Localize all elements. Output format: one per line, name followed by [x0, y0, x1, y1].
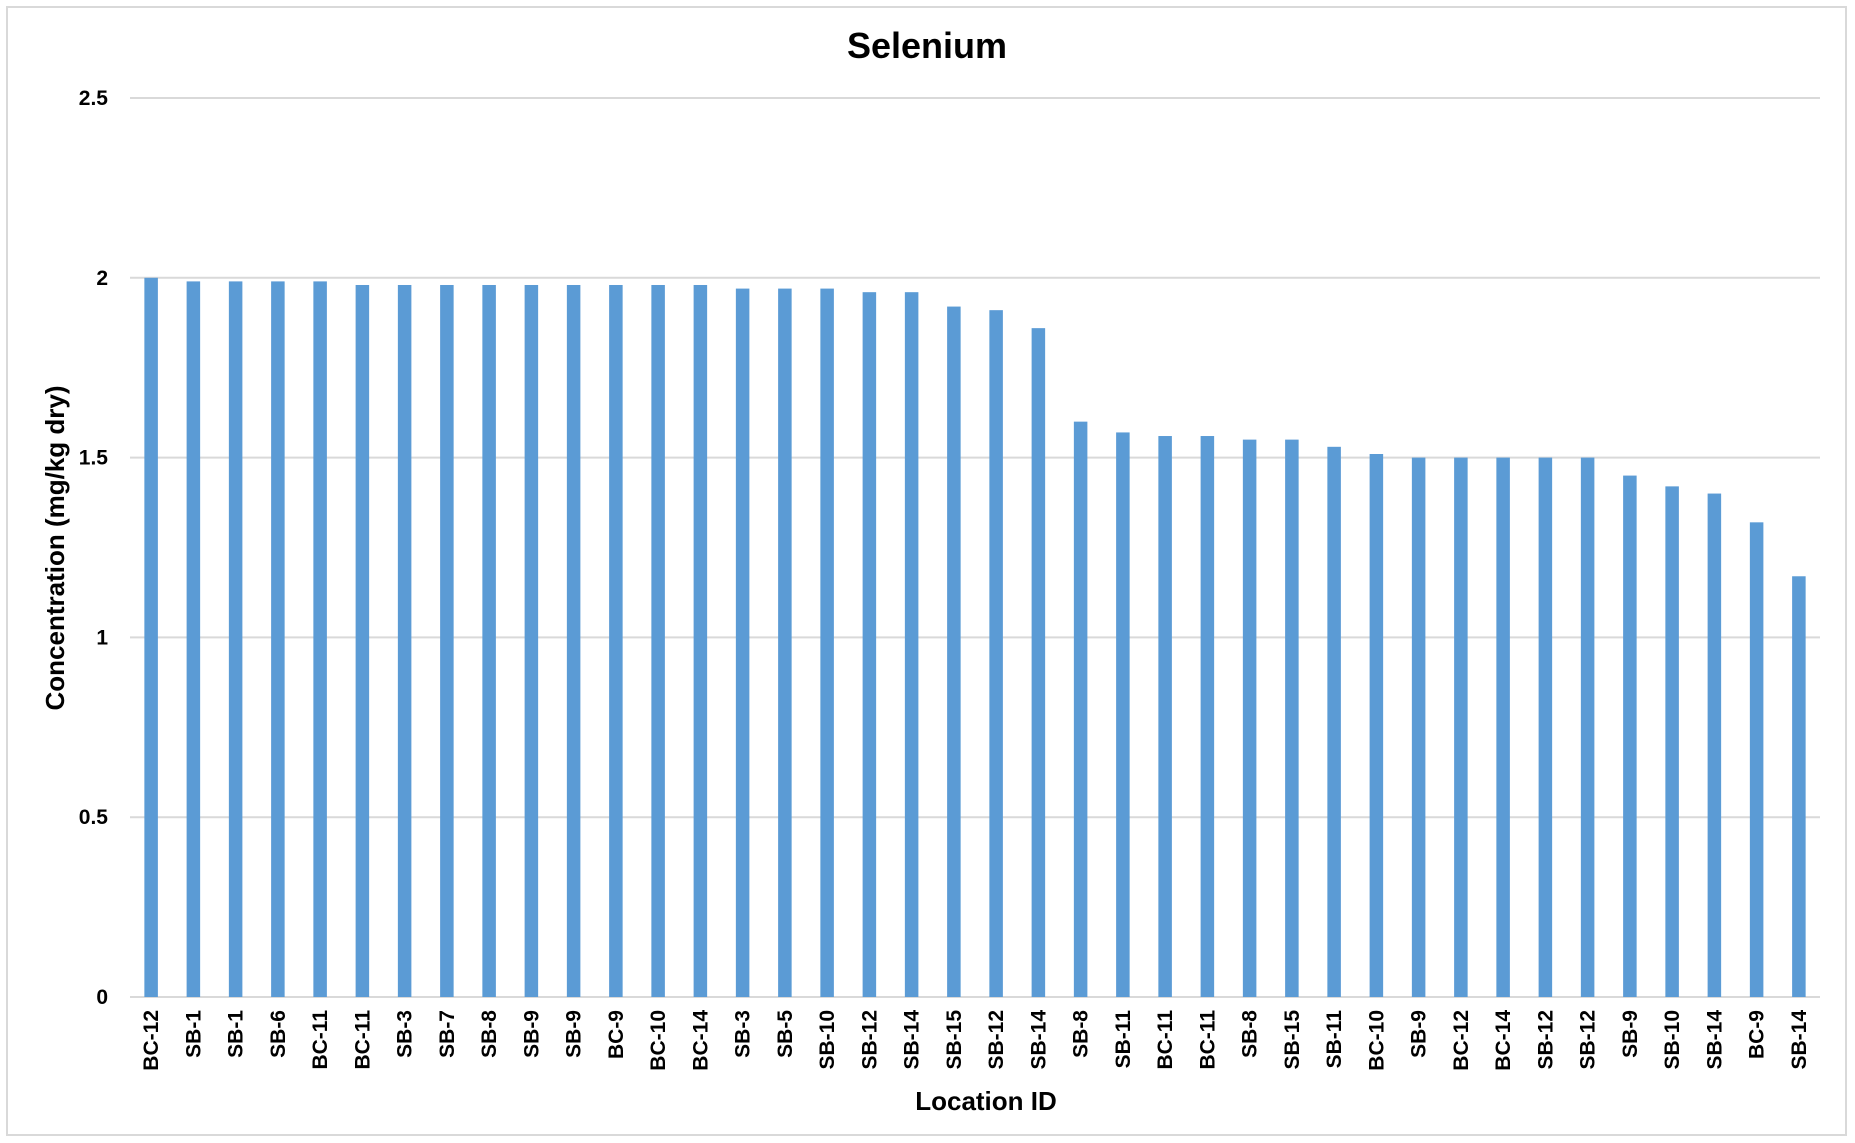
y-tick-label: 2.5 [79, 87, 109, 110]
bar [989, 310, 1003, 997]
x-tick-label: SB-14 [901, 1010, 924, 1070]
x-tick-label: SB-12 [858, 1010, 881, 1070]
x-tick-label: SB-8 [1239, 1010, 1262, 1058]
bar [1496, 457, 1510, 998]
bar [228, 281, 243, 997]
x-tick-label: BC-14 [689, 1010, 712, 1071]
bar [1242, 439, 1257, 997]
x-tick-label: SB-9 [520, 1010, 543, 1058]
bar [1623, 475, 1637, 998]
x-tick-label: SB-3 [394, 1010, 417, 1058]
x-tick-label: SB-11 [1112, 1010, 1135, 1069]
bar [693, 284, 708, 997]
x-tick-label: BC-11 [351, 1010, 374, 1070]
x-tick-label: BC-9 [605, 1010, 628, 1059]
bar [820, 288, 834, 997]
y-axis-ticks: 0 0.5 1 1.5 2 2.5 [79, 87, 109, 1009]
y-tick-label: 0.5 [79, 806, 109, 829]
y-tick-label: 2 [96, 267, 108, 290]
y-tick-label: 1 [96, 626, 108, 649]
x-tick-label: SB-15 [943, 1010, 966, 1070]
x-tick-label: SB-8 [478, 1010, 501, 1058]
x-tick-label: BC-10 [1365, 1010, 1388, 1071]
bar [735, 288, 750, 997]
x-tick-label: SB-9 [563, 1010, 586, 1058]
x-tick-label: BC-12 [140, 1010, 163, 1071]
chart-title: Selenium [847, 25, 1007, 66]
x-tick-label: SB-14 [1703, 1010, 1726, 1070]
bar [904, 292, 919, 998]
x-axis-title: Location ID [915, 1086, 1057, 1116]
x-tick-label: BC-10 [647, 1010, 670, 1071]
bar [1031, 328, 1046, 997]
bar [1749, 522, 1764, 997]
x-tick-label: SB-12 [985, 1010, 1008, 1070]
y-tick-label: 1.5 [79, 447, 109, 470]
bar [1454, 457, 1468, 998]
y-tick-label: 0 [96, 986, 108, 1009]
x-tick-label: SB-3 [732, 1010, 755, 1058]
x-tick-label: SB-11 [1323, 1010, 1346, 1069]
x-tick-label: SB-9 [1619, 1010, 1642, 1058]
bar [609, 284, 623, 997]
x-tick-label: SB-14 [1788, 1010, 1811, 1070]
x-tick-label: SB-15 [1281, 1010, 1304, 1070]
gridlines [130, 97, 1820, 998]
bar [1200, 436, 1215, 997]
bars [144, 277, 1806, 998]
x-tick-label: BC-11 [309, 1010, 332, 1070]
bar [1158, 436, 1172, 997]
bar [778, 288, 792, 997]
bar [1116, 432, 1130, 998]
bar [440, 284, 454, 997]
x-tick-label: BC-14 [1492, 1010, 1515, 1071]
x-tick-label: SB-8 [1070, 1010, 1093, 1058]
y-axis-title: Concentration (mg/kg dry) [40, 385, 70, 710]
bar [1073, 421, 1088, 997]
bar [144, 277, 158, 997]
bar [397, 284, 412, 997]
bar [355, 284, 370, 997]
x-tick-label: BC-11 [1196, 1010, 1219, 1070]
bar [1538, 457, 1553, 998]
bar [1792, 576, 1806, 997]
x-tick-label: SB-7 [436, 1010, 459, 1058]
x-tick-label: SB-10 [816, 1010, 839, 1070]
x-tick-label: SB-5 [774, 1010, 797, 1058]
bar [1580, 457, 1595, 998]
bar [1707, 493, 1722, 997]
bar [1411, 457, 1426, 998]
x-tick-label: SB-6 [267, 1010, 290, 1058]
bar [271, 281, 285, 997]
x-tick-label: SB-1 [225, 1010, 248, 1058]
x-tick-label: SB-1 [182, 1010, 205, 1058]
bar [1327, 446, 1341, 997]
x-tick-label: SB-12 [1577, 1010, 1600, 1070]
x-tick-label: BC-9 [1746, 1010, 1769, 1059]
bar [524, 284, 539, 997]
bar [186, 281, 201, 997]
bar [1285, 439, 1299, 997]
bar [566, 284, 581, 997]
bar [947, 306, 961, 997]
bar [482, 284, 496, 997]
x-tick-label: SB-14 [1027, 1010, 1050, 1070]
bar [1369, 454, 1384, 997]
x-tick-label: BC-11 [1154, 1010, 1177, 1070]
bar [651, 284, 665, 997]
bar [1665, 486, 1679, 997]
bar [862, 292, 877, 998]
x-tick-label: SB-12 [1534, 1010, 1557, 1070]
bar [313, 281, 327, 997]
x-axis-ticks: BC-12 SB-1 SB-1 SB-6 BC-11 BC-11 SB-3 SB-7 SB-8 S… [140, 1010, 1811, 1071]
x-tick-label: SB-9 [1408, 1010, 1431, 1058]
x-tick-label: BC-12 [1450, 1010, 1473, 1071]
x-tick-label: SB-10 [1661, 1010, 1684, 1070]
